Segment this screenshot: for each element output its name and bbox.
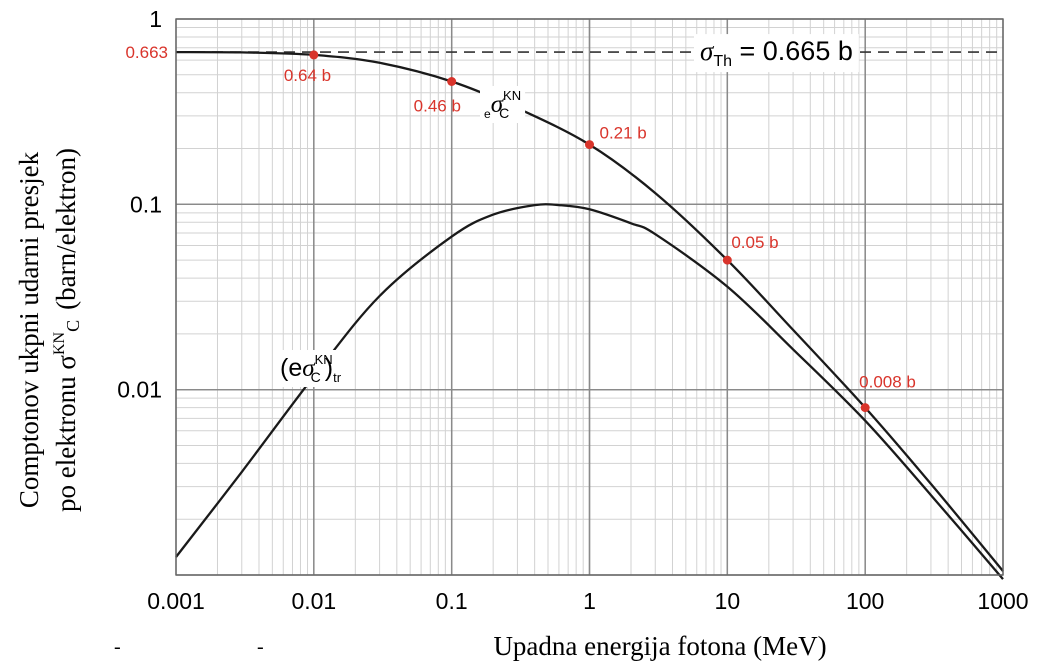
x-axis-title: Upadna energija fotona (MeV) xyxy=(493,631,826,661)
data-point xyxy=(447,77,457,87)
y-tick-labels: 0.01 0.1 1 xyxy=(117,6,162,403)
x-tick-label: 1 xyxy=(583,588,596,614)
data-point xyxy=(860,403,870,413)
thomson-annotation: σTh = 0.665 b xyxy=(700,36,853,70)
y-tick-label: 1 xyxy=(149,6,162,32)
data-label: 0.05 b xyxy=(731,233,778,252)
data-label: 0.21 b xyxy=(600,124,647,143)
x-tick-labels: 0.001 0.01 0.1 1 10 100 1000 xyxy=(147,588,1028,614)
x-tick-label: 0.001 xyxy=(147,588,205,614)
y-tick-label: 0.1 xyxy=(130,191,162,217)
series-label-total: eσKN C xyxy=(484,88,521,121)
data-point xyxy=(585,140,594,150)
series-label-bg xyxy=(480,86,526,123)
x-tick-label: 10 xyxy=(715,588,741,614)
data-point xyxy=(722,255,732,265)
data-points: 0.64 b 0.46 b 0.21 b 0.05 b 0.008 b xyxy=(284,50,916,413)
x-tick-label: 0.01 xyxy=(291,588,336,614)
data-point xyxy=(309,50,319,60)
reference-value-label: 0.663 xyxy=(125,43,168,62)
data-label: 0.008 b xyxy=(859,373,916,392)
y-tick-label: 0.01 xyxy=(117,377,162,403)
thomson-annotation-bg xyxy=(694,34,859,73)
stray-dash-mark: - xyxy=(114,636,121,658)
x-tick-label: 0.1 xyxy=(436,588,468,614)
series-label-bg xyxy=(276,350,346,387)
y-axis-title-line2: po elektronu σKNC(barn/elektron) xyxy=(51,148,83,512)
series-label-transfer: (eσKN C)tr xyxy=(280,352,342,385)
stray-dash-mark: - xyxy=(257,636,264,658)
plot-frame xyxy=(175,18,1004,576)
data-label: 0.46 b xyxy=(414,97,461,116)
x-tick-label: 100 xyxy=(846,588,884,614)
y-axis-title-line1: Comptonov ukpni udarni presjek xyxy=(14,151,44,508)
data-label: 0.64 b xyxy=(284,66,331,85)
y-axis-title: Comptonov ukpni udarni presjek po elektr… xyxy=(14,148,83,512)
x-tick-label: 1000 xyxy=(977,588,1028,614)
